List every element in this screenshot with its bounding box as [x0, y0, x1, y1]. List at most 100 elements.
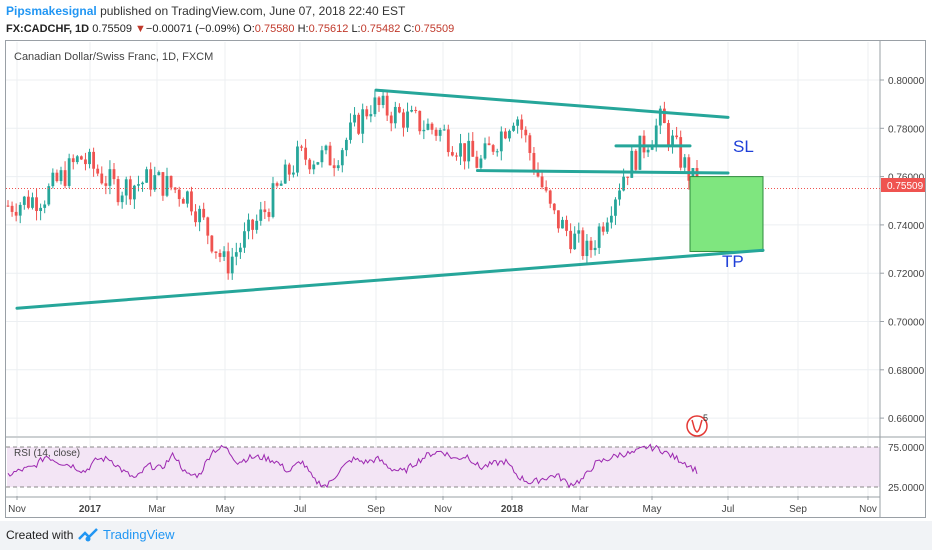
candle-body: [47, 186, 51, 205]
candle-body: [137, 184, 140, 186]
candle-body: [589, 240, 593, 251]
candle-body: [487, 143, 491, 146]
publish-line: Pipsmakesignal published on TradingView.…: [6, 2, 926, 20]
x-tick-label: Sep: [367, 504, 385, 515]
candle-body: [251, 219, 255, 230]
rsi-band: [7, 447, 880, 487]
candle-body: [283, 164, 287, 184]
candle-body: [503, 131, 507, 139]
candle-body: [430, 123, 434, 130]
y-tick-label: 0.78000: [888, 124, 925, 135]
candle-body: [626, 176, 630, 178]
candle-body: [234, 252, 238, 257]
rsi-label: RSI (14, close): [14, 448, 80, 459]
candle-body: [316, 162, 320, 165]
candle-body: [349, 122, 352, 140]
candle-body: [414, 109, 418, 111]
candle-body: [271, 183, 275, 217]
candle-body: [605, 222, 609, 232]
low-label: L:: [351, 23, 361, 35]
candle-body: [662, 108, 666, 124]
candle-body: [691, 168, 695, 181]
candle-body: [308, 159, 312, 170]
created-with-label: Created with: [6, 528, 74, 542]
candle-body: [169, 175, 173, 188]
price-tag-value: 0.75509: [887, 181, 924, 192]
candle-body: [55, 172, 59, 182]
candle-body: [357, 114, 361, 134]
candle-body: [528, 135, 532, 153]
y-tick-label: 0.70000: [888, 318, 925, 329]
candle-body: [369, 114, 373, 117]
footer: Created with TradingView: [0, 521, 932, 550]
low-value: 0.75482: [360, 23, 401, 35]
y-tick-label: 0.66000: [888, 414, 925, 425]
candle-body: [255, 220, 259, 230]
tradingview-brand-link[interactable]: TradingView: [103, 527, 175, 542]
candle-body: [467, 140, 471, 162]
close-value: 0.75509: [414, 23, 455, 35]
target-box: [689, 176, 764, 252]
candle-body: [438, 129, 442, 136]
candle-body: [609, 215, 613, 223]
candle-body: [67, 158, 71, 186]
candle-body: [536, 170, 540, 177]
candle-body: [524, 129, 528, 136]
x-tick-label: Nov: [434, 504, 452, 515]
candle-body: [463, 143, 467, 162]
candle-body: [450, 152, 454, 156]
candle-body: [128, 179, 132, 200]
candle-body: [614, 199, 617, 216]
candle-body: [202, 208, 206, 218]
candle-body: [532, 152, 536, 171]
candle-body: [84, 159, 87, 165]
candle-body: [173, 187, 177, 190]
candle-body: [226, 251, 230, 274]
candle-body: [630, 150, 634, 178]
candle-body: [459, 143, 462, 157]
candle-body: [39, 207, 43, 212]
candle-body: [275, 183, 279, 186]
candle-body: [565, 219, 568, 231]
candle-body: [177, 189, 181, 200]
candle-body: [287, 164, 291, 175]
tradingview-logo-icon[interactable]: [78, 528, 98, 542]
pane-title: Canadian Dollar/Swiss Franc, 1D, FXCM: [14, 51, 213, 63]
candle-body: [671, 135, 674, 147]
rsi-pane: [6, 443, 880, 489]
flag-badge-icon[interactable]: 5: [686, 413, 708, 437]
candle-body: [194, 211, 197, 223]
candle-body: [230, 256, 234, 274]
candle-body: [556, 210, 560, 229]
candle-body: [365, 109, 369, 117]
candle-body: [385, 95, 389, 116]
candle-body: [455, 155, 458, 157]
open-label: O:: [243, 23, 255, 35]
upper-trendline: [374, 88, 730, 119]
candle-body: [92, 151, 96, 169]
drawings[interactable]: [15, 88, 765, 310]
x-tick-label: Jul: [722, 504, 735, 515]
time-axis: Nov 2017 Mar May Jul Sep Nov 2018 Mar May Jul Sep No…: [8, 496, 877, 515]
symbol-label[interactable]: FX:CADCHF, 1D: [6, 23, 90, 35]
last-price: 0.75509: [92, 23, 132, 35]
candle-body: [475, 156, 479, 168]
candle-body: [18, 204, 22, 216]
candle-body: [222, 251, 226, 257]
tp-label: TP: [722, 252, 744, 271]
candle-body: [675, 135, 679, 138]
candle-body: [601, 226, 605, 232]
lower-trendline: [15, 248, 765, 310]
candle-body: [552, 203, 556, 211]
candle-body: [263, 209, 267, 213]
x-tick-label: 2017: [79, 504, 102, 515]
candle-body: [353, 114, 356, 123]
price-chart[interactable]: 0.800000.780000.760000.740000.720000.700…: [0, 0, 932, 520]
sl-label: SL: [733, 137, 754, 156]
x-tick-label: 2018: [501, 504, 524, 515]
author-link[interactable]: Pipsmakesignal: [6, 4, 97, 18]
chart-frame: [5, 40, 926, 518]
y-tick-label: 0.74000: [888, 221, 925, 232]
down-arrow-icon: ▼: [135, 23, 146, 35]
candle-body: [185, 191, 189, 204]
